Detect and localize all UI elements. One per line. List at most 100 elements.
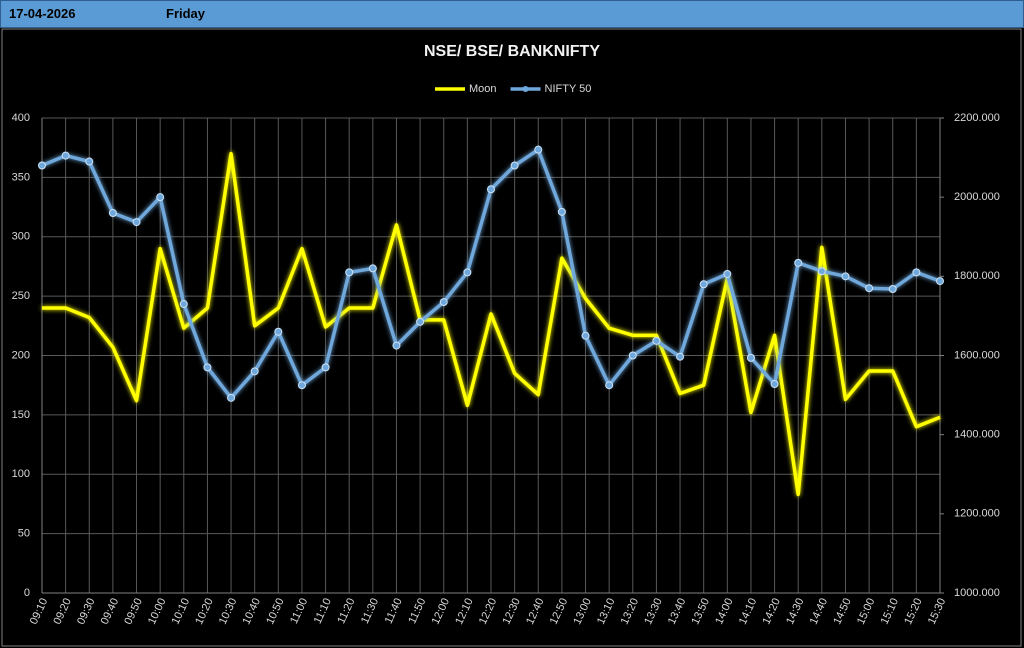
legend-label: Moon: [469, 83, 497, 95]
y2-tick-label: 2000.000: [954, 191, 1000, 203]
y2-tick-label: 1000.000: [954, 587, 1000, 599]
marker: [581, 331, 590, 340]
x-tick-label: 14:20: [760, 596, 783, 626]
marker: [746, 353, 755, 362]
legend-marker: [522, 86, 529, 92]
x-tick-label: 10:40: [241, 596, 264, 626]
marker: [463, 268, 472, 277]
x-tick-label: 11:20: [335, 596, 357, 625]
marker: [487, 185, 495, 194]
y-tick-label: 250: [12, 290, 30, 302]
marker: [416, 317, 425, 326]
x-tick-label: 09:40: [99, 596, 122, 626]
x-tick-label: 11:40: [383, 596, 405, 625]
x-tick-label: 12:30: [500, 596, 523, 626]
marker: [227, 393, 236, 402]
marker: [817, 267, 826, 276]
marker: [108, 209, 117, 217]
x-tick-label: 13:20: [619, 596, 642, 626]
x-tick-label: 13:10: [595, 596, 618, 626]
marker: [888, 285, 897, 293]
x-tick-label: 14:40: [808, 596, 831, 626]
x-tick-label: 11:30: [359, 596, 381, 625]
marker: [605, 381, 614, 390]
marker: [85, 157, 94, 166]
x-tick-label: 11:00: [288, 596, 310, 625]
x-tick-label: 15:00: [855, 596, 878, 626]
y2-tick-label: 1600.000: [954, 349, 1000, 361]
x-tick-label: 12:10: [453, 596, 476, 626]
marker: [61, 151, 70, 160]
marker: [250, 367, 259, 376]
x-tick-label: 10:00: [146, 596, 169, 626]
marker: [368, 264, 377, 273]
marker: [510, 161, 519, 170]
marker: [652, 336, 661, 345]
x-tick-label: 14:30: [784, 596, 807, 626]
x-tick-label: 09:30: [75, 596, 98, 626]
x-tick-label: 15:10: [879, 596, 902, 626]
marker: [723, 269, 732, 278]
x-tick-label: 14:50: [831, 596, 854, 626]
y-tick-label: 300: [12, 231, 30, 243]
y-tick-label: 50: [18, 528, 30, 540]
marker: [156, 193, 165, 202]
marker: [38, 161, 46, 170]
x-tick-label: 11:10: [312, 596, 334, 625]
y-tick-label: 0: [24, 587, 30, 599]
chart: NSE/ BSE/ BANKNIFTY 0 50 100 150 200 250 300 35…: [1, 28, 1022, 647]
marker: [676, 352, 685, 361]
x-tick-label: 10:20: [193, 596, 216, 626]
x-tick-label: 12:50: [548, 596, 571, 626]
x-tick-label: 09:50: [122, 596, 145, 626]
marker: [274, 327, 283, 336]
marker: [132, 218, 141, 227]
x-tick-label: 10:10: [170, 596, 193, 626]
x-tick-label: 12:20: [477, 596, 500, 626]
marker: [534, 145, 543, 154]
marker: [699, 280, 708, 289]
y-tick-label: 100: [12, 468, 30, 480]
marker: [865, 284, 874, 293]
x-tick-label: 13:30: [642, 596, 665, 626]
marker: [557, 207, 566, 216]
x-tick-label: 13:00: [571, 596, 594, 626]
marker: [321, 363, 330, 372]
day: Friday: [166, 6, 206, 21]
x-tick-label: 10:50: [264, 596, 287, 626]
y-tick-label: 350: [12, 171, 30, 183]
x-tick-label: 13:50: [690, 596, 713, 626]
chart-title: NSE/ BSE/ BANKNIFTY: [424, 43, 600, 60]
marker: [628, 351, 637, 360]
x-tick-label: 12:40: [524, 596, 547, 626]
x-tick-label: 15:30: [926, 596, 949, 626]
marker: [841, 272, 850, 281]
marker: [345, 268, 354, 277]
marker: [179, 300, 188, 309]
y2-tick-label: 2200.000: [954, 112, 1000, 124]
x-tick-label: 14:10: [737, 596, 760, 626]
marker: [936, 277, 944, 286]
header-bar: 17-04-2026 Friday: [0, 0, 1024, 28]
y2-tick-label: 1400.000: [954, 429, 1000, 441]
marker: [794, 258, 803, 267]
y-tick-label: 400: [12, 112, 30, 124]
y-tick-label: 150: [12, 409, 30, 421]
marker: [297, 381, 306, 390]
x-tick-label: 10:30: [217, 596, 240, 626]
legend-label: NIFTY 50: [545, 83, 592, 95]
x-tick-label: 14:00: [713, 596, 736, 626]
x-tick-label: 09:10: [28, 596, 51, 626]
marker: [770, 380, 779, 388]
x-tick-label: 09:20: [51, 596, 74, 626]
x-tick-label: 11:50: [406, 596, 428, 625]
y-tick-label: 200: [12, 349, 30, 361]
x-tick-label: 12:00: [430, 596, 453, 626]
marker: [392, 341, 401, 350]
marker: [439, 298, 448, 307]
marker: [203, 363, 212, 372]
y2-tick-label: 1800.000: [954, 270, 1000, 282]
chart-border: [1, 28, 1022, 647]
date: 17-04-2026: [9, 6, 76, 21]
x-tick-label: 13:40: [666, 596, 689, 626]
